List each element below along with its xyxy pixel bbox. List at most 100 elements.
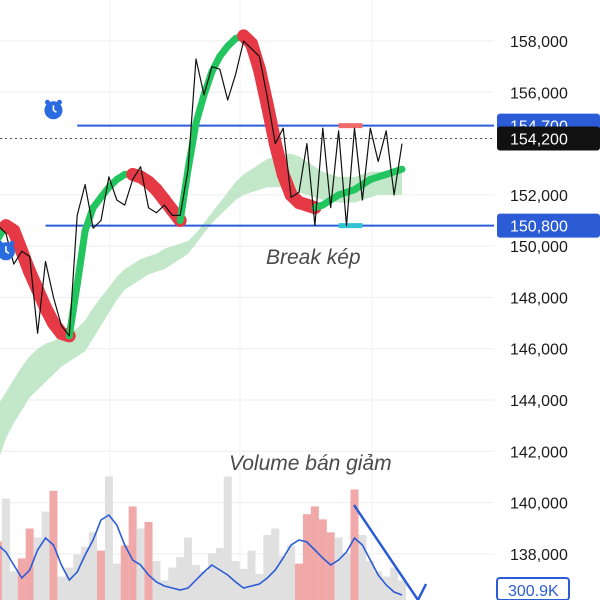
trend-segment-up [184, 119, 200, 173]
volume-bar [33, 537, 42, 600]
price-tag-bg [497, 213, 600, 238]
price-tag-label: 154,200 [510, 131, 568, 148]
y-tick-label: 148,000 [510, 290, 568, 307]
volume-bar [0, 541, 2, 600]
volume-bar [398, 580, 406, 600]
price-path [0, 40, 403, 337]
volume-bar [73, 554, 82, 600]
volume-panel [0, 476, 428, 600]
trend-line [0, 29, 406, 343]
volume-bar [215, 548, 224, 600]
annotation-volume-ban-giam: Volume bán giảm [229, 452, 392, 475]
volume-bar [176, 557, 185, 600]
volume-bar [9, 571, 18, 600]
volume-bar [144, 522, 153, 600]
cloud-band-area [0, 153, 402, 456]
alarm-clock-bell [9, 240, 15, 246]
volume-bar [255, 574, 264, 600]
price-tag: 154,200 [497, 126, 600, 151]
price-tag-bg [497, 126, 600, 151]
volume-bar [342, 553, 351, 600]
volume-bar [89, 532, 98, 600]
volume-bar [223, 476, 232, 600]
volume-bar [287, 545, 296, 600]
volume-bar [160, 580, 169, 600]
volume-bar [152, 561, 161, 600]
volume-bar [318, 519, 327, 600]
volume-tag-bg [496, 577, 570, 600]
annotations: Break kép Volume bán giảm [229, 246, 392, 475]
volume-bar [263, 535, 272, 600]
price-tag: 150,800 [497, 213, 600, 238]
volume-bar [104, 476, 113, 600]
volume-bar [271, 528, 280, 600]
volume-bar [81, 546, 90, 600]
y-tick-label: 146,000 [510, 342, 568, 359]
trend-segment-up [81, 204, 97, 235]
volume-bar [374, 571, 383, 600]
volume-bar [310, 506, 319, 600]
volume-bar [17, 558, 26, 600]
volume-bar [112, 563, 121, 600]
cloud-band [0, 153, 402, 456]
y-tick-label: 156,000 [510, 85, 568, 102]
volume-bar [366, 561, 375, 600]
volume-ma-line [0, 513, 403, 596]
volume-bar [302, 514, 311, 600]
volume-bar [168, 567, 177, 600]
volume-bar [382, 576, 391, 600]
volume-bar [1, 498, 10, 600]
volume-trend-line [416, 583, 428, 600]
volume-bar [128, 506, 137, 600]
y-tick-label: 144,000 [510, 393, 568, 410]
alarm-clock-icon [44, 99, 63, 120]
trend-segment-up [73, 227, 89, 289]
volume-bar [279, 555, 288, 600]
y-tick-label: 138,000 [510, 547, 568, 564]
trend-segment-up [192, 91, 208, 127]
y-tick-label: 152,000 [510, 188, 568, 205]
volume-bar [192, 564, 201, 600]
volume-bar [295, 563, 304, 600]
alarm-clock-hands [5, 246, 10, 254]
alarm-clock-icon [0, 240, 15, 261]
y-tick-label: 150,000 [510, 239, 568, 256]
volume-bar [390, 567, 399, 600]
annotation-break-kep: Break kép [266, 246, 361, 269]
volume-bar [41, 511, 50, 600]
volume-tag-label: 300.9K [508, 583, 559, 600]
price-tag-label: 150,800 [510, 219, 568, 236]
alarm-clock-bell [44, 99, 50, 105]
volume-bar [207, 553, 216, 600]
y-tick-label: 158,000 [510, 34, 568, 51]
y-axis: 158,000 156,000 152,000 150,000 148,000 146,0… [510, 34, 568, 564]
alarm-clock-face [0, 242, 15, 261]
price-line [0, 40, 403, 337]
volume-bar [334, 537, 343, 600]
volume-bar [231, 561, 240, 600]
trend-segment-up [65, 281, 81, 340]
volume-trend-line [352, 504, 420, 600]
volume-bar [239, 568, 248, 600]
volume-bar [326, 532, 335, 600]
volume-bar [247, 550, 256, 600]
volume-bar [184, 537, 193, 600]
volume-bar [120, 545, 129, 600]
volume-bar [350, 489, 359, 600]
y-tick-label: 142,000 [510, 444, 568, 461]
alarm-clock-bell [56, 99, 62, 105]
volume-bar [199, 571, 208, 600]
y-tick-label: 140,000 [510, 496, 568, 513]
volume-bar [65, 567, 74, 600]
volume-bar [96, 550, 105, 600]
volume-bar [358, 535, 367, 600]
volume-bar [57, 576, 66, 600]
alarm-clock-bell [0, 240, 3, 246]
volume-tag: 300.9K [496, 577, 570, 600]
markers [0, 99, 63, 261]
volume-bar [25, 528, 34, 600]
support-resistance-levels [0, 123, 494, 229]
alarm-clock-hands [52, 105, 57, 113]
